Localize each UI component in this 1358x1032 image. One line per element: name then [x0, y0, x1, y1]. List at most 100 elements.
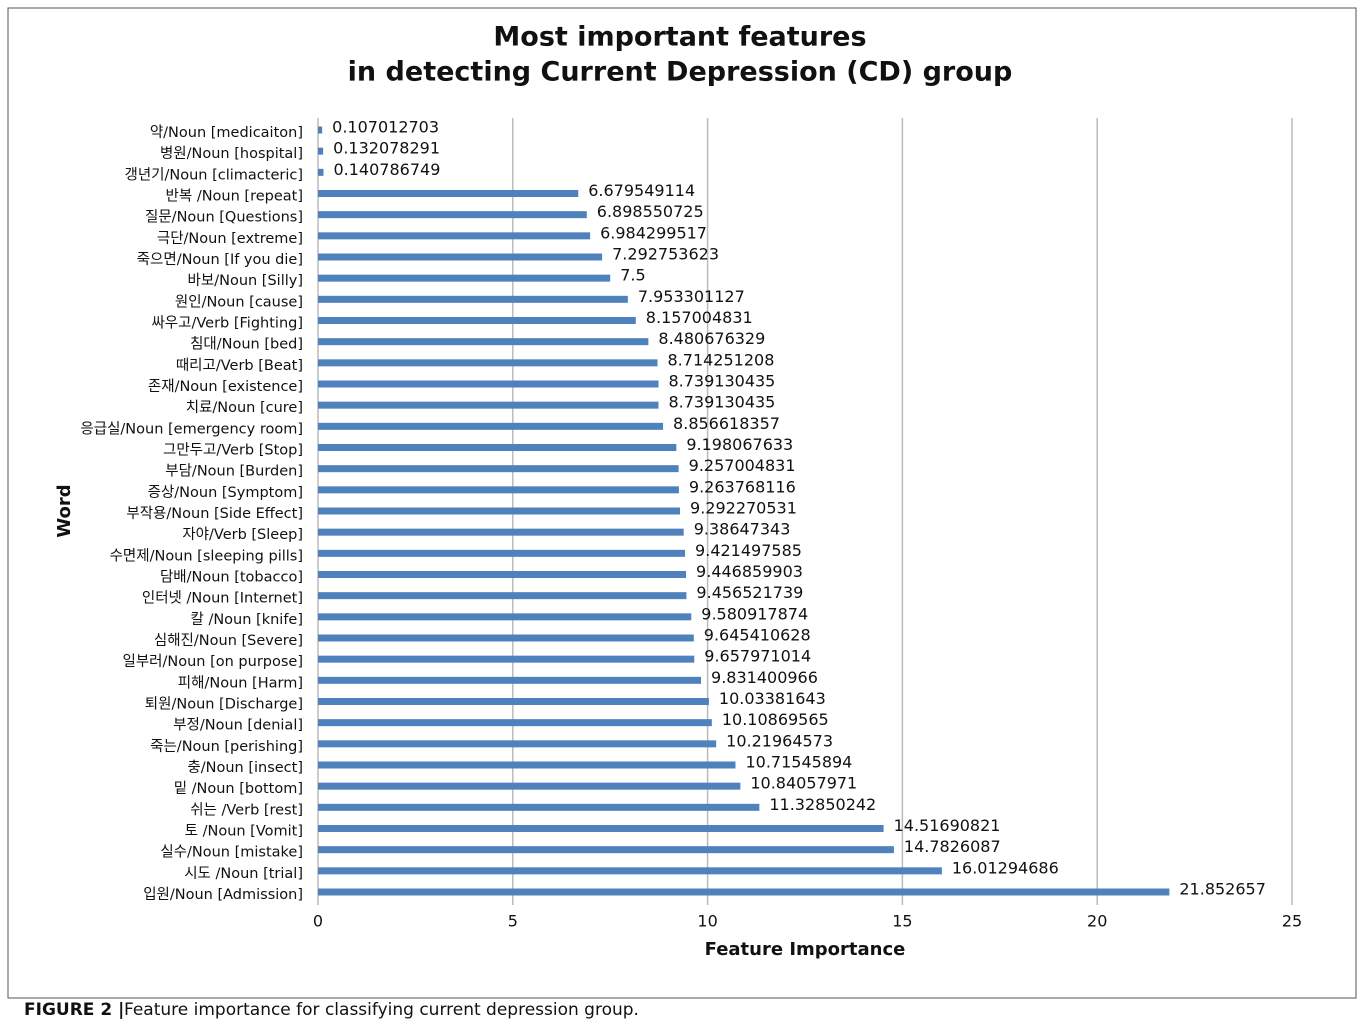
y-tick-label: 죽으면/Noun [If you die] [137, 251, 303, 268]
value-label: 7.953301127 [638, 287, 745, 306]
bar [318, 253, 603, 261]
y-tick-label: 충/Noun [insect] [187, 759, 303, 776]
bar [318, 274, 611, 282]
y-tick-label: 침대/Noun [bed] [190, 336, 303, 353]
value-label: 8.856618357 [673, 414, 780, 433]
bar [318, 571, 687, 578]
bar [318, 761, 736, 769]
bar [318, 846, 894, 854]
value-label: 21.852657 [1179, 880, 1266, 899]
y-tick-label: 존재/Noun [existence] [148, 378, 303, 395]
y-tick-label: 부담/Noun [Burden] [165, 463, 303, 480]
bar [318, 295, 628, 303]
bar [318, 698, 709, 705]
y-tick-label: 심해진/Noun [Severe] [154, 632, 303, 649]
y-tick-label: 약/Noun [medicaiton] [150, 124, 303, 141]
bar [318, 867, 942, 875]
bar [318, 190, 579, 197]
value-label: 9.831400966 [711, 668, 818, 687]
bar [318, 380, 659, 388]
y-tick-label: 반복 /Noun [repeat] [166, 188, 303, 205]
value-label: 8.714251208 [668, 350, 775, 369]
y-tick-label: 퇴원/Noun [Discharge] [145, 696, 303, 713]
bar [318, 126, 323, 134]
value-label: 0.132078291 [333, 139, 440, 158]
value-label: 14.7826087 [904, 837, 1001, 856]
y-tick-label: 담배/Noun [tobacco] [160, 569, 303, 586]
y-tick-label: 응급실/Noun [emergency room] [80, 420, 303, 437]
x-tick-label: 20 [1087, 912, 1107, 931]
y-tick-label: 원인/Noun [cause] [175, 293, 303, 310]
value-label: 8.157004831 [646, 308, 753, 327]
y-tick-label: 극단/Noun [extreme] [157, 230, 303, 247]
y-tick-label: 칼 /Noun [knife] [191, 611, 304, 628]
y-tick-label: 수면제/Noun [sleeping pills] [110, 547, 303, 564]
bar [318, 507, 681, 515]
bar [318, 528, 684, 536]
bar [318, 803, 760, 811]
value-label: 8.480676329 [658, 329, 765, 348]
caption-text: Feature importance for classifying curre… [124, 1000, 639, 1020]
bar [318, 338, 649, 346]
y-tick-label: 싸우고/Verb [Fighting] [151, 315, 303, 332]
bar [318, 401, 659, 409]
x-tick-label: 10 [697, 912, 717, 931]
value-label: 8.739130435 [668, 372, 775, 391]
bar [318, 782, 741, 790]
value-label: 9.446859903 [696, 562, 803, 581]
bar [318, 613, 692, 621]
y-tick-label: 부정/Noun [denial] [173, 717, 303, 734]
y-tick-label: 실수/Noun [mistake] [160, 844, 303, 861]
bar [318, 655, 695, 663]
value-label: 14.51690821 [894, 816, 1001, 835]
value-label: 10.03381643 [719, 689, 826, 708]
bar [318, 549, 686, 557]
value-label: 10.10869565 [722, 710, 829, 729]
value-label: 9.580917874 [701, 604, 808, 623]
value-label: 9.198067633 [686, 435, 793, 454]
bar [318, 740, 717, 748]
y-tick-label: 밑 /Noun [bottom] [174, 780, 303, 797]
y-tick-label: 때리고/Verb [Beat] [176, 357, 303, 374]
value-label: 7.5 [620, 266, 645, 285]
y-tick-label: 바보/Noun [Silly] [188, 272, 303, 289]
bar [318, 422, 664, 430]
value-label: 0.107012703 [332, 118, 439, 137]
bar [318, 444, 677, 451]
y-tick-label: 갱년기/Noun [climacteric] [124, 166, 303, 183]
y-tick-label: 입원/Noun [Admission] [143, 886, 303, 903]
value-label: 9.456521739 [696, 583, 803, 602]
caption-label: FIGURE 2 | [24, 1000, 124, 1020]
bar [318, 465, 679, 473]
value-label: 6.898550725 [597, 202, 704, 221]
y-tick-label: 치료/Noun [cure] [186, 399, 303, 416]
bar [318, 719, 712, 727]
value-label: 16.01294686 [952, 858, 1059, 877]
y-tick-label: 토 /Noun [Vomit] [185, 824, 303, 840]
bar [318, 168, 324, 176]
value-label: 6.984299517 [600, 223, 707, 242]
y-tick-label: 죽는/Noun [perishing] [150, 738, 303, 755]
bar [318, 359, 658, 367]
value-label: 9.257004831 [689, 456, 796, 475]
x-tick-label: 25 [1282, 912, 1302, 931]
bar [318, 634, 694, 642]
value-label: 9.263768116 [689, 477, 796, 496]
y-axis-label: Word [54, 484, 75, 537]
y-tick-label: 증상/Noun [Symptom] [148, 484, 303, 501]
bar [318, 676, 702, 684]
y-tick-label: 그만두고/Verb [Stop] [163, 442, 303, 459]
x-tick-label: 5 [508, 912, 518, 931]
value-label: 9.421497585 [695, 541, 802, 560]
chart-title: in detecting Current Depression (CD) gro… [348, 57, 1013, 88]
value-label: 9.38647343 [694, 520, 791, 539]
x-tick-label: 0 [313, 912, 323, 931]
value-label: 11.32850242 [769, 795, 876, 814]
bar [318, 592, 687, 600]
y-tick-label: 부작용/Noun [Side Effect] [126, 505, 303, 522]
y-tick-label: 일부러/Noun [on purpose] [122, 653, 303, 670]
value-label: 10.21964573 [726, 731, 833, 750]
value-label: 8.739130435 [668, 393, 775, 412]
